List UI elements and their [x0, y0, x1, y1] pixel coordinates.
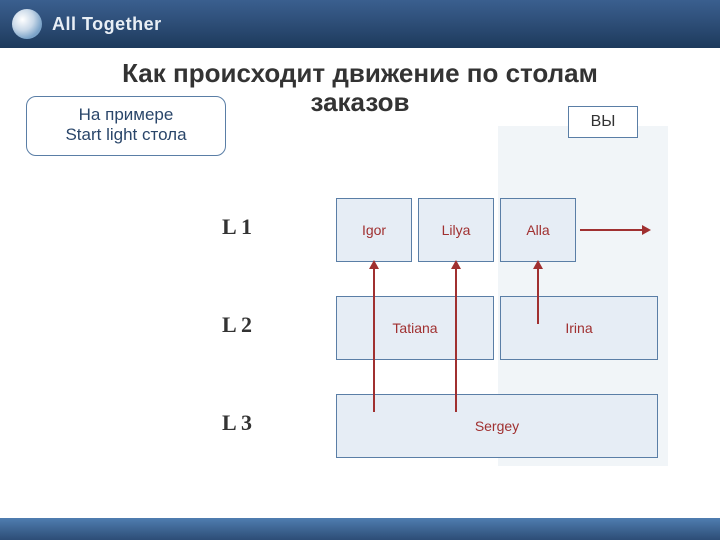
- you-box: ВЫ: [568, 106, 638, 138]
- globe-icon: [12, 9, 42, 39]
- subtitle-box: На примере Start light стола: [26, 96, 226, 156]
- subtitle-line1: На примере: [39, 105, 213, 125]
- name-alla: Alla: [526, 222, 549, 238]
- cell-lilya: Lilya: [418, 198, 494, 262]
- name-sergey: Sergey: [475, 418, 519, 434]
- header-bar: All Together: [0, 0, 720, 48]
- arrow-up-2-line: [455, 268, 457, 412]
- name-tatiana: Tatiana: [392, 320, 437, 336]
- arrow-up-2-head-icon: [451, 260, 461, 269]
- name-igor: Igor: [362, 222, 386, 238]
- cell-tatiana: Tatiana: [336, 296, 494, 360]
- level-l2-label: L 2: [222, 312, 252, 338]
- level-l1-label: L 1: [222, 214, 252, 240]
- arrow-up-1-head-icon: [369, 260, 379, 269]
- footer-bar: [0, 518, 720, 540]
- arrow-up-3-line: [537, 268, 539, 324]
- brand-text: All Together: [52, 14, 162, 35]
- subtitle-line2: Start light стола: [39, 125, 213, 145]
- arrow-up-1-line: [373, 268, 375, 412]
- cell-igor: Igor: [336, 198, 412, 262]
- you-label: ВЫ: [591, 113, 616, 131]
- cell-irina: Irina: [500, 296, 658, 360]
- title-line1: Как происходит движение по столам: [0, 58, 720, 89]
- name-irina: Irina: [565, 320, 592, 336]
- arrow-right-line: [580, 229, 642, 231]
- arrow-right-head-icon: [642, 225, 651, 235]
- cell-alla: Alla: [500, 198, 576, 262]
- arrow-up-3-head-icon: [533, 260, 543, 269]
- name-lilya: Lilya: [442, 222, 471, 238]
- level-l3-label: L 3: [222, 410, 252, 436]
- cell-sergey: Sergey: [336, 394, 658, 458]
